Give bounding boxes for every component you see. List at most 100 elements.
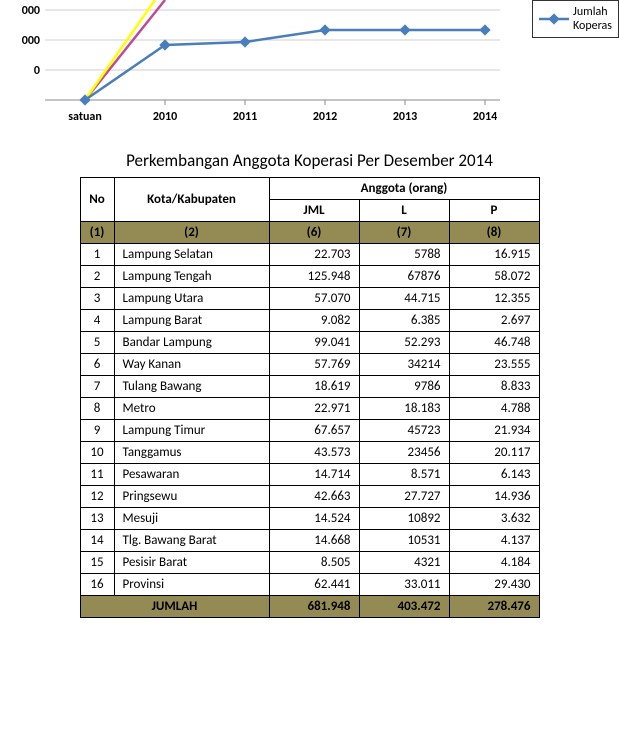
cell-p: 29.430 [449,574,539,596]
cell-kk: Pesisir Barat [114,552,269,574]
x-label-1: 2010 [153,110,177,124]
cell-l: 33.011 [359,574,449,596]
table-total-row: JUMLAH 681.948 403.472 278.476 [80,596,539,618]
cell-no: 15 [80,552,114,574]
series-yellow [85,0,155,100]
cell-kk: Tulang Bawang [114,376,269,398]
cell-no: 2 [80,266,114,288]
cell-jml: 8.505 [269,552,359,574]
x-label-3: 2012 [313,110,337,124]
th-kk: Kota/Kabupaten [114,178,269,222]
cell-l: 67876 [359,266,449,288]
total-label: JUMLAH [80,596,269,618]
cell-l: 44.715 [359,288,449,310]
cell-jml: 9.082 [269,310,359,332]
cell-kk: Mesuji [114,508,269,530]
cell-no: 12 [80,486,114,508]
cn-l: (7) [359,222,449,244]
cell-p: 20.117 [449,442,539,464]
cell-jml: 57.070 [269,288,359,310]
x-label-2: 2011 [233,110,257,124]
table-row: 7Tulang Bawang18.61997868.833 [80,376,539,398]
cn-p: (8) [449,222,539,244]
cell-p: 4.137 [449,530,539,552]
cell-jml: 125.948 [269,266,359,288]
table-colnum-row: (1) (2) (6) (7) (8) [80,222,539,244]
table-row: 12Pringsewu42.66327.72714.936 [80,486,539,508]
cell-jml: 22.971 [269,398,359,420]
cell-no: 11 [80,464,114,486]
cell-p: 4.184 [449,552,539,574]
cell-l: 8.571 [359,464,449,486]
cell-kk: Lampung Tengah [114,266,269,288]
cell-kk: Way Kanan [114,354,269,376]
x-label-0: satuan [68,110,102,124]
cell-p: 46.748 [449,332,539,354]
cell-kk: Metro [114,398,269,420]
total-l: 403.472 [359,596,449,618]
cell-jml: 99.041 [269,332,359,354]
table-header-row-1: No Kota/Kabupaten Anggota (orang) [80,178,539,200]
table-row: 2Lampung Tengah125.9486787658.072 [80,266,539,288]
cell-l: 23456 [359,442,449,464]
cell-no: 4 [80,310,114,332]
th-p: P [449,200,539,222]
table-row: 10Tanggamus43.5732345620.117 [80,442,539,464]
cell-no: 13 [80,508,114,530]
cell-p: 23.555 [449,354,539,376]
table-row: 8Metro22.97118.1834.788 [80,398,539,420]
cell-p: 58.072 [449,266,539,288]
cell-jml: 62.441 [269,574,359,596]
cell-jml: 22.703 [269,244,359,266]
cell-kk: Provinsi [114,574,269,596]
cell-kk: Tanggamus [114,442,269,464]
table-row: 1Lampung Selatan22.703578816.915 [80,244,539,266]
cell-l: 6.385 [359,310,449,332]
legend-text: Jumlah Koperas [573,5,612,33]
cell-p: 14.936 [449,486,539,508]
cell-p: 3.632 [449,508,539,530]
cell-p: 6.143 [449,464,539,486]
cell-kk: Tlg. Bawang Barat [114,530,269,552]
cell-p: 16.915 [449,244,539,266]
y-label-0: 000 [22,4,40,18]
chart-legend: Jumlah Koperas [532,0,619,38]
cell-jml: 14.524 [269,508,359,530]
cell-jml: 14.668 [269,530,359,552]
cell-no: 3 [80,288,114,310]
cell-no: 5 [80,332,114,354]
cell-p: 4.788 [449,398,539,420]
y-label-2: 0 [34,64,40,78]
cell-p: 8.833 [449,376,539,398]
legend-marker-icon [539,13,569,25]
cell-jml: 42.663 [269,486,359,508]
cell-l: 45723 [359,420,449,442]
cell-kk: Pringsewu [114,486,269,508]
th-l: L [359,200,449,222]
table-row: 11Pesawaran14.7148.5716.143 [80,464,539,486]
chart-area: 000 000 0 satuan 2010 2011 2012 2013 201… [0,0,619,130]
cell-jml: 43.573 [269,442,359,464]
cell-no: 7 [80,376,114,398]
table-row: 3Lampung Utara57.07044.71512.355 [80,288,539,310]
cn-jml: (6) [269,222,359,244]
cell-l: 10531 [359,530,449,552]
cell-jml: 18.619 [269,376,359,398]
x-label-5: 2014 [473,110,497,124]
table-row: 15Pesisir Barat8.50543214.184 [80,552,539,574]
cell-no: 14 [80,530,114,552]
cell-no: 6 [80,354,114,376]
cell-kk: Bandar Lampung [114,332,269,354]
cell-jml: 67.657 [269,420,359,442]
cell-l: 10892 [359,508,449,530]
table-title: Perkembangan Anggota Koperasi Per Desemb… [0,150,619,171]
cell-no: 9 [80,420,114,442]
cell-no: 1 [80,244,114,266]
table-row: 6Way Kanan57.7693421423.555 [80,354,539,376]
legend-line1: Jumlah [573,5,608,19]
total-jml: 681.948 [269,596,359,618]
cn-kk: (2) [114,222,269,244]
cell-no: 16 [80,574,114,596]
table-row: 13Mesuji14.524108923.632 [80,508,539,530]
th-jml: JML [269,200,359,222]
